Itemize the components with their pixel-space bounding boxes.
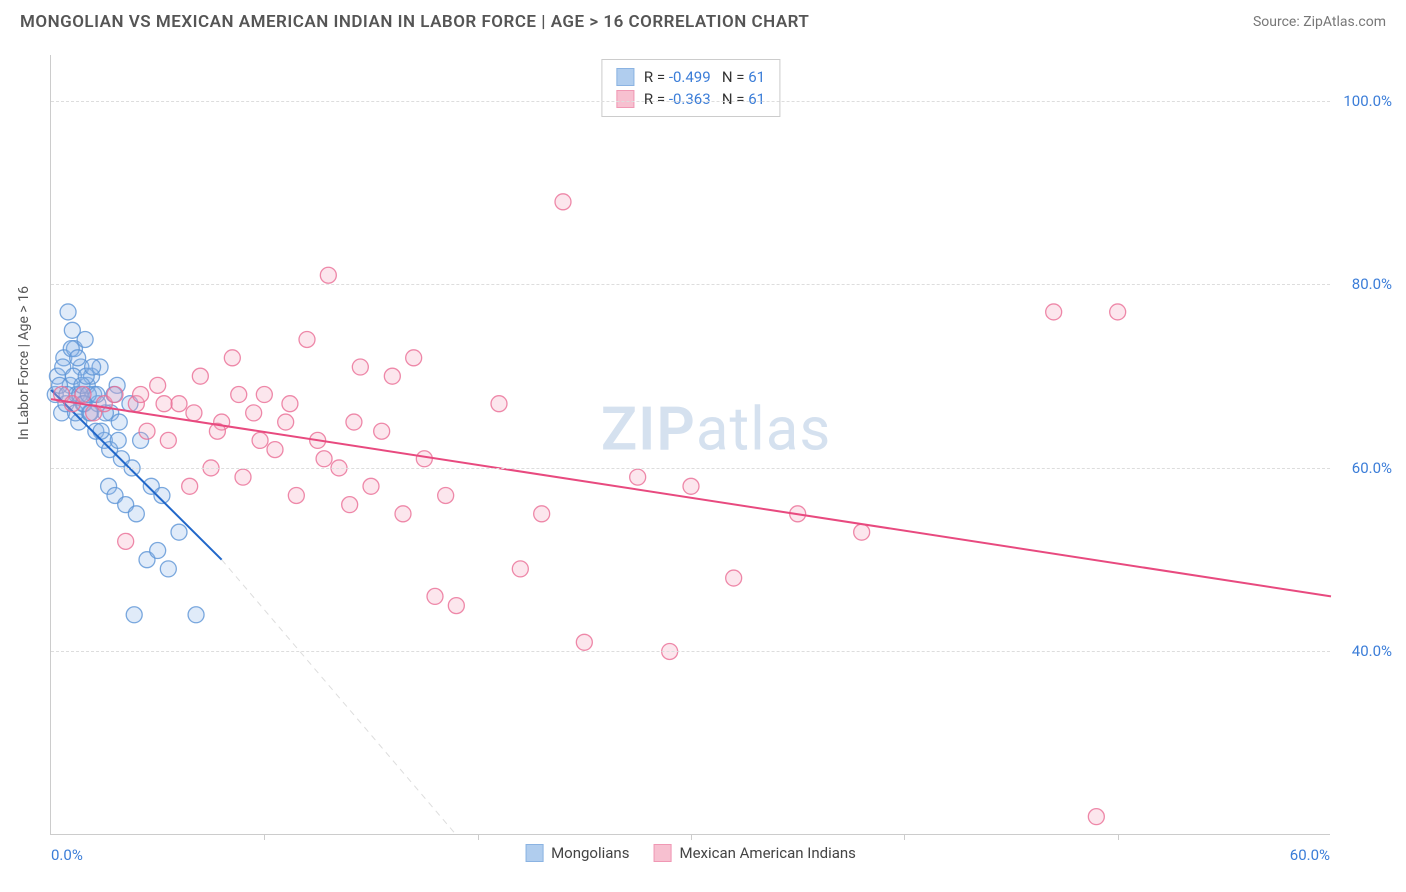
legend-r-text: R = -0.499 N = 61 bbox=[644, 68, 765, 86]
scatter-point-mexican-american-indians bbox=[630, 469, 646, 485]
scatter-point-mexican-american-indians bbox=[156, 396, 172, 412]
grid-line bbox=[51, 101, 1330, 102]
scatter-point-mexican-american-indians bbox=[854, 524, 870, 540]
scatter-point-mexican-american-indians bbox=[288, 487, 304, 503]
scatter-point-mexican-american-indians bbox=[316, 451, 332, 467]
y-tick-label: 60.0% bbox=[1337, 459, 1392, 477]
x-tick bbox=[904, 834, 905, 840]
scatter-point-mexican-american-indians bbox=[363, 478, 379, 494]
scatter-point-mexican-american-indians bbox=[416, 451, 432, 467]
scatter-point-mexican-american-indians bbox=[139, 423, 155, 439]
legend-row-mongolians: R = -0.499 N = 61 bbox=[616, 66, 765, 88]
scatter-point-mexican-american-indians bbox=[491, 396, 507, 412]
scatter-point-mexican-american-indians bbox=[150, 377, 166, 393]
grid-line bbox=[51, 284, 1330, 285]
legend-item-mexican: Mexican American Indians bbox=[653, 844, 855, 862]
scatter-point-mexican-american-indians bbox=[282, 396, 298, 412]
legend-swatch-icon bbox=[616, 90, 634, 108]
legend-r-text: R = -0.363 N = 61 bbox=[644, 90, 765, 108]
scatter-point-mexican-american-indians bbox=[133, 387, 149, 403]
scatter-point-mexican-american-indians bbox=[427, 588, 443, 604]
scatter-point-mexican-american-indians bbox=[726, 570, 742, 586]
legend-swatch-icon bbox=[653, 844, 671, 862]
y-axis-label: In Labor Force | Age > 16 bbox=[16, 286, 32, 440]
scatter-point-mexican-american-indians bbox=[107, 387, 123, 403]
series-legend: Mongolians Mexican American Indians bbox=[525, 844, 856, 862]
scatter-point-mexican-american-indians bbox=[256, 387, 272, 403]
chart-title: MONGOLIAN VS MEXICAN AMERICAN INDIAN IN … bbox=[20, 12, 809, 32]
scatter-point-mongolians bbox=[150, 543, 166, 559]
scatter-point-mexican-american-indians bbox=[231, 387, 247, 403]
scatter-point-mexican-american-indians bbox=[576, 634, 592, 650]
scatter-point-mexican-american-indians bbox=[192, 368, 208, 384]
scatter-point-mexican-american-indians bbox=[346, 414, 362, 430]
grid-line bbox=[51, 468, 1330, 469]
y-tick-label: 40.0% bbox=[1337, 642, 1392, 660]
scatter-point-mexican-american-indians bbox=[374, 423, 390, 439]
scatter-point-mongolians bbox=[171, 524, 187, 540]
chart-plot-area: ZIPatlas R = -0.499 N = 61 R = -0.363 N … bbox=[50, 55, 1330, 835]
scatter-point-mexican-american-indians bbox=[186, 405, 202, 421]
correlation-legend: R = -0.499 N = 61 R = -0.363 N = 61 bbox=[601, 59, 780, 117]
legend-label: Mongolians bbox=[551, 844, 629, 862]
scatter-point-mexican-american-indians bbox=[683, 478, 699, 494]
legend-swatch-icon bbox=[616, 68, 634, 86]
scatter-point-mexican-american-indians bbox=[224, 350, 240, 366]
scatter-point-mongolians bbox=[160, 561, 176, 577]
scatter-point-mongolians bbox=[70, 350, 86, 366]
legend-item-mongolians: Mongolians bbox=[525, 844, 629, 862]
scatter-point-mexican-american-indians bbox=[118, 533, 134, 549]
scatter-point-mexican-american-indians bbox=[1046, 304, 1062, 320]
grid-line bbox=[51, 651, 1330, 652]
scatter-point-mexican-american-indians bbox=[534, 506, 550, 522]
y-tick-label: 80.0% bbox=[1337, 275, 1392, 293]
scatter-point-mexican-american-indians bbox=[555, 194, 571, 210]
scatter-point-mongolians bbox=[110, 432, 126, 448]
scatter-point-mexican-american-indians bbox=[171, 396, 187, 412]
scatter-point-mongolians bbox=[126, 607, 142, 623]
scatter-point-mongolians bbox=[188, 607, 204, 623]
x-tick bbox=[264, 834, 265, 840]
scatter-point-mexican-american-indians bbox=[395, 506, 411, 522]
scatter-point-mexican-american-indians bbox=[75, 387, 91, 403]
scatter-point-mexican-american-indians bbox=[267, 442, 283, 458]
scatter-point-mongolians bbox=[128, 506, 144, 522]
x-tick bbox=[478, 834, 479, 840]
x-tick-label: 0.0% bbox=[51, 846, 83, 864]
x-tick-label: 60.0% bbox=[1290, 846, 1330, 864]
scatter-point-mexican-american-indians bbox=[438, 487, 454, 503]
scatter-point-mexican-american-indians bbox=[352, 359, 368, 375]
scatter-point-mexican-american-indians bbox=[342, 497, 358, 513]
scatter-point-mongolians bbox=[93, 423, 109, 439]
scatter-point-mongolians bbox=[85, 359, 101, 375]
scatter-point-mexican-american-indians bbox=[320, 267, 336, 283]
scatter-point-mexican-american-indians bbox=[512, 561, 528, 577]
legend-row-mexican: R = -0.363 N = 61 bbox=[616, 88, 765, 110]
scatter-point-mexican-american-indians bbox=[278, 414, 294, 430]
scatter-point-mexican-american-indians bbox=[406, 350, 422, 366]
chart-svg bbox=[51, 55, 1331, 835]
scatter-point-mongolians bbox=[111, 414, 127, 430]
scatter-point-mexican-american-indians bbox=[448, 598, 464, 614]
source-label: Source: ZipAtlas.com bbox=[1253, 14, 1386, 30]
scatter-point-mexican-american-indians bbox=[1110, 304, 1126, 320]
scatter-point-mexican-american-indians bbox=[252, 432, 268, 448]
scatter-point-mexican-american-indians bbox=[160, 432, 176, 448]
scatter-point-mexican-american-indians bbox=[246, 405, 262, 421]
scatter-point-mexican-american-indians bbox=[299, 331, 315, 347]
scatter-point-mexican-american-indians bbox=[1088, 809, 1104, 825]
legend-label: Mexican American Indians bbox=[679, 844, 855, 862]
scatter-point-mexican-american-indians bbox=[384, 368, 400, 384]
regression-line-mexican-american-indians bbox=[51, 399, 1331, 596]
x-tick bbox=[1118, 834, 1119, 840]
legend-swatch-icon bbox=[525, 844, 543, 862]
x-tick bbox=[691, 834, 692, 840]
scatter-point-mexican-american-indians bbox=[235, 469, 251, 485]
y-tick-label: 100.0% bbox=[1337, 92, 1392, 110]
scatter-point-mongolians bbox=[77, 331, 93, 347]
scatter-point-mexican-american-indians bbox=[182, 478, 198, 494]
regression-extrapolate-mongolians bbox=[222, 560, 457, 835]
scatter-point-mongolians bbox=[60, 304, 76, 320]
